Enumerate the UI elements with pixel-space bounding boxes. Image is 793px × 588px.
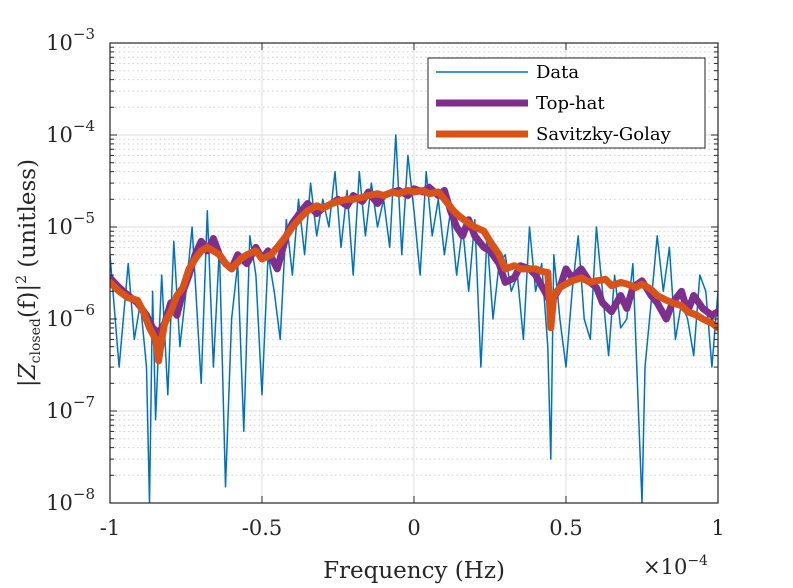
y-tick-label: 10−7 <box>46 393 95 423</box>
y-tick-exponent: −3 <box>73 25 95 43</box>
x-tick-label: -0.5 <box>242 516 283 540</box>
y-tick-label: 10−8 <box>46 485 95 515</box>
y-tick-base: 10 <box>46 31 73 55</box>
legend-label-top-hat: Top-hat <box>536 93 605 114</box>
y-tick-label: 10−3 <box>46 25 95 55</box>
y-tick-exponent: −7 <box>73 393 95 411</box>
x-tick-label: 1 <box>711 516 724 540</box>
x-tick-label: 0 <box>407 516 420 540</box>
y-tick-base: 10 <box>46 399 73 423</box>
x-tick-label: 0.5 <box>549 516 582 540</box>
y-tick-base: 10 <box>46 123 73 147</box>
y-tick-label: 10−4 <box>46 117 95 147</box>
y-label-superscript: 2 <box>14 275 30 284</box>
y-tick-exponent: −6 <box>73 301 95 319</box>
x-tick-label: -1 <box>100 516 120 540</box>
x-multiplier-exponent: −4 <box>687 553 708 569</box>
axis-ticks <box>109 42 719 504</box>
y-label-right: (unitless) <box>15 159 41 275</box>
axis-labels: 10−810−710−610−510−410−3-1 -0.5 0 0.5 1 <box>46 25 725 540</box>
y-tick-exponent: −8 <box>73 485 95 503</box>
y-label-left: |Z <box>15 362 41 387</box>
y-label-subscript: closed <box>28 318 44 363</box>
y-tick-exponent: −5 <box>73 209 95 227</box>
y-label-middle: (f)| <box>15 284 41 318</box>
y-axis-label: |Zclosed(f)|2 (unitless) <box>14 159 44 387</box>
series-group <box>110 134 718 503</box>
series-line-data <box>110 134 718 503</box>
y-tick-exponent: −4 <box>73 117 95 135</box>
y-tick-base: 10 <box>46 491 73 515</box>
x-multiplier-base: ×10 <box>643 555 687 579</box>
x-axis-label: Frequency (Hz) <box>323 558 505 584</box>
legend-label-savitzky-golay: Savitzky-Golay <box>536 124 672 145</box>
y-tick-base: 10 <box>46 215 73 239</box>
legend: Data Top-hat Savitzky-Golay <box>427 57 706 149</box>
legend-label-data: Data <box>536 62 579 83</box>
y-tick-base: 10 <box>46 307 73 331</box>
y-tick-label: 10−6 <box>46 301 95 331</box>
y-tick-label: 10−5 <box>46 209 95 239</box>
series-line-savitzky-golay <box>110 186 718 365</box>
x-multiplier: ×10−4 <box>643 553 708 579</box>
